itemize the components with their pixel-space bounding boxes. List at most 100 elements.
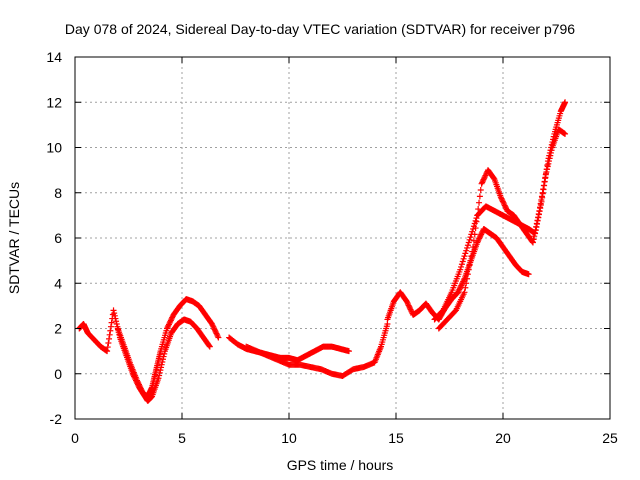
data-point bbox=[502, 205, 509, 212]
data-point bbox=[474, 212, 481, 219]
data-point bbox=[530, 236, 537, 243]
data-point bbox=[546, 155, 553, 162]
x-tick-label: 25 bbox=[602, 430, 618, 446]
data-point bbox=[167, 317, 174, 324]
y-tick-label: 14 bbox=[46, 49, 62, 65]
y-tick-label: 6 bbox=[54, 230, 62, 246]
data-point bbox=[548, 147, 555, 154]
data-point bbox=[499, 198, 506, 205]
data-point bbox=[113, 318, 120, 325]
x-tick-label: 5 bbox=[178, 430, 186, 446]
data-point bbox=[134, 378, 141, 385]
data-point bbox=[471, 231, 478, 238]
data-point bbox=[456, 285, 463, 292]
y-tick-label: 10 bbox=[46, 140, 62, 156]
data-point bbox=[345, 348, 352, 355]
data-point bbox=[137, 384, 144, 391]
data-point bbox=[106, 335, 113, 342]
data-point bbox=[478, 231, 485, 238]
y-axis-label: SDTVAR / TECUs bbox=[6, 182, 22, 294]
data-point bbox=[540, 182, 547, 189]
data-point bbox=[164, 325, 171, 332]
data-point bbox=[208, 320, 215, 327]
data-point bbox=[478, 180, 485, 187]
data-point bbox=[541, 178, 548, 185]
data-point bbox=[472, 225, 479, 232]
x-tick-label: 0 bbox=[71, 430, 79, 446]
data-point bbox=[474, 239, 481, 246]
data-point bbox=[168, 315, 175, 322]
data-point bbox=[212, 327, 219, 334]
data-point bbox=[458, 281, 465, 288]
data-point bbox=[111, 310, 118, 317]
data-point bbox=[481, 175, 488, 182]
series-7 bbox=[435, 126, 569, 332]
data-point bbox=[501, 201, 508, 208]
data-point bbox=[466, 236, 473, 243]
data-point bbox=[458, 282, 465, 289]
data-point bbox=[525, 271, 532, 278]
data-point bbox=[462, 250, 469, 257]
data-point bbox=[479, 179, 486, 186]
data-point bbox=[501, 202, 508, 209]
data-point bbox=[156, 372, 163, 379]
data-point bbox=[475, 206, 482, 213]
data-point bbox=[475, 236, 482, 243]
data-point bbox=[460, 277, 467, 284]
data-point bbox=[407, 306, 414, 313]
data-point bbox=[456, 286, 463, 293]
data-point bbox=[155, 375, 162, 382]
data-point bbox=[531, 230, 538, 237]
data-point bbox=[460, 255, 467, 262]
data-point bbox=[542, 175, 549, 182]
data-point bbox=[455, 287, 462, 294]
data-point bbox=[212, 329, 219, 336]
data-point bbox=[107, 327, 114, 334]
data-point bbox=[459, 258, 466, 265]
data-point bbox=[404, 301, 411, 308]
y-tick-label: 4 bbox=[54, 275, 62, 291]
series-4 bbox=[243, 320, 391, 380]
data-point bbox=[538, 193, 545, 200]
data-point bbox=[137, 385, 144, 392]
data-point bbox=[467, 257, 474, 264]
data-point bbox=[534, 217, 541, 224]
data-point bbox=[535, 214, 542, 221]
data-point bbox=[211, 326, 218, 333]
data-point bbox=[478, 230, 485, 237]
data-point bbox=[546, 158, 553, 165]
data-point bbox=[214, 333, 221, 340]
data-point bbox=[481, 173, 488, 180]
data-point bbox=[540, 186, 547, 193]
data-point bbox=[544, 166, 551, 173]
data-point bbox=[455, 289, 462, 296]
data-point bbox=[135, 381, 142, 388]
data-point bbox=[113, 320, 120, 327]
data-point bbox=[164, 324, 171, 331]
x-tick-label: 10 bbox=[281, 430, 297, 446]
data-point bbox=[543, 168, 550, 175]
data-point bbox=[469, 248, 476, 255]
x-axis: 0 5 10 15 20 25 bbox=[71, 57, 618, 446]
data-point bbox=[406, 303, 413, 310]
data-point bbox=[160, 353, 167, 360]
grid-lines bbox=[75, 57, 610, 419]
y-tick-label: 2 bbox=[54, 321, 62, 337]
data-point bbox=[470, 237, 477, 244]
data-point bbox=[529, 239, 536, 246]
data-point bbox=[463, 247, 470, 254]
data-point bbox=[502, 203, 509, 210]
data-point bbox=[538, 196, 545, 203]
data-point bbox=[458, 261, 465, 268]
data-point bbox=[214, 331, 221, 338]
data-point bbox=[539, 189, 546, 196]
data-point bbox=[461, 289, 468, 296]
data-point bbox=[562, 130, 569, 137]
data-point bbox=[547, 152, 554, 159]
data-point bbox=[465, 239, 472, 246]
data-point bbox=[476, 193, 483, 200]
data-point bbox=[165, 321, 172, 328]
data-point bbox=[464, 275, 471, 282]
